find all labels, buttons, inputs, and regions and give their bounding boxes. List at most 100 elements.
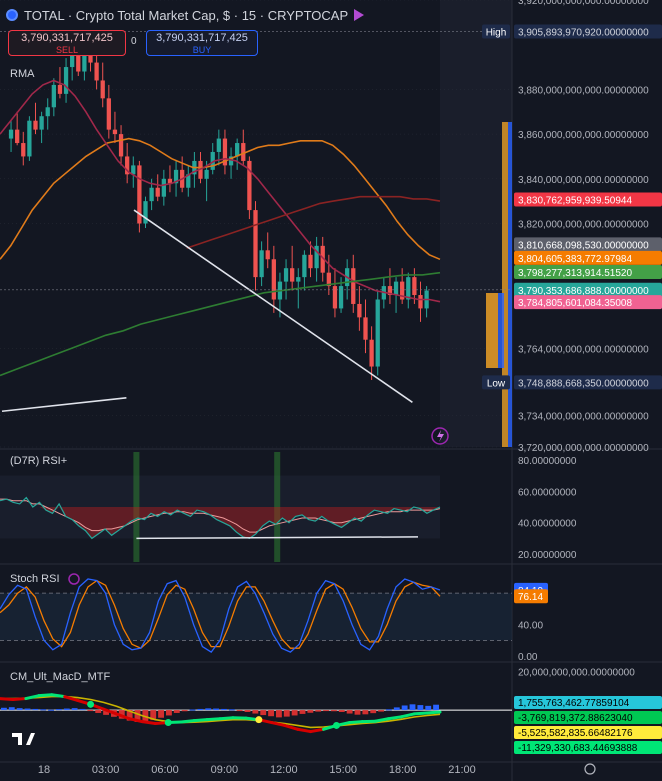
price-tag — [514, 375, 662, 390]
sell-button[interactable]: 3,790,331,717,425 SELL — [8, 30, 126, 56]
macd-line-segment — [283, 723, 300, 731]
price-tag — [514, 295, 662, 310]
candle-body — [308, 254, 313, 269]
price-tag — [514, 237, 662, 252]
rsi-tick-label: 20.00000000 — [518, 550, 577, 561]
macd-histogram-bar — [205, 708, 212, 711]
macd-indicator-label[interactable]: CM_Ult_MacD_MTF — [10, 671, 111, 683]
price-tick-label: 3,880,000,000,000.00000000 — [518, 85, 649, 96]
candle-body — [400, 281, 405, 300]
macd-histogram-bar — [331, 710, 337, 712]
price-tick-label: 3,920,000,000,000.00000000 — [518, 0, 649, 7]
macd-line-segment — [37, 693, 54, 698]
macd-line-segment — [218, 716, 235, 721]
macd-histogram-bar — [276, 710, 282, 718]
candle-body — [296, 277, 301, 282]
candle-body — [290, 268, 295, 282]
macd-line-segment — [50, 693, 67, 699]
price-tick-label: 3,820,000,000,000.00000000 — [518, 220, 649, 231]
candle-body — [82, 49, 87, 72]
time-axis-label: 03:00 — [92, 764, 120, 776]
stoch-settings-icon — [68, 573, 80, 585]
candle-body — [106, 98, 111, 130]
rma-indicator-label[interactable]: RMA — [10, 68, 35, 80]
macd-cross-dot — [332, 721, 340, 729]
macd-histogram-bar — [40, 709, 47, 711]
macd-histogram-bar — [323, 710, 329, 712]
macd-histogram-bar — [236, 710, 243, 712]
candle-body — [216, 138, 221, 152]
time-axis-label: 12:00 — [270, 764, 298, 776]
candle-body — [45, 107, 50, 117]
candle-body — [393, 281, 399, 296]
macd-histogram-bar — [252, 710, 259, 714]
candle-body — [112, 129, 118, 135]
macd-value-label: -11,329,330,683.44693888 — [518, 743, 638, 754]
macd-histogram-bar — [8, 707, 15, 711]
candle-body — [155, 187, 160, 197]
macd-line-segment — [386, 715, 403, 721]
macd-histogram-bar — [1, 707, 7, 711]
buy-button[interactable]: 3,790,331,717,425 BUY — [146, 30, 258, 56]
price-tag-value: 3,784,805,601,084.35008 — [518, 298, 632, 309]
price-tick-label: 3,764,000,000,000.00000000 — [518, 345, 649, 356]
candle-body — [235, 143, 240, 157]
tradingview-logo-icon — [12, 733, 35, 745]
stoch-indicator-label[interactable]: Stoch RSI — [10, 573, 60, 585]
sell-label: SELL — [55, 45, 79, 55]
macd-histogram-bar — [87, 710, 94, 712]
price-tag-value: 3,748,888,668,350.00000000 — [518, 378, 649, 389]
moving-average-line — [186, 195, 441, 249]
macd-histogram-bar — [338, 710, 345, 712]
moving-average-line — [0, 137, 441, 261]
candle-body — [39, 116, 44, 130]
price-tick-label: 3,860,000,000,000.00000000 — [518, 130, 649, 141]
stoch-band — [0, 593, 512, 641]
macd-cross-dot — [255, 716, 263, 724]
stoch-value-label: 76.14 — [518, 592, 543, 603]
macd-histogram-bar — [401, 705, 408, 711]
price-tag — [514, 250, 662, 265]
macd-histogram-bar — [173, 710, 180, 713]
macd-histogram-bar — [95, 710, 102, 713]
rsi-indicator-label[interactable]: (D7R) RSI+ — [10, 455, 68, 467]
lightning-glyph-icon — [437, 430, 444, 442]
candle-body — [161, 178, 166, 197]
trend-line — [1, 397, 127, 413]
macd-histogram-bar — [48, 709, 54, 711]
macd-line-segment — [179, 719, 196, 724]
macd-value-label: -5,525,582,835.66482176 — [518, 728, 633, 739]
macd-line-segment — [11, 697, 28, 702]
time-axis-label: 18:00 — [389, 764, 417, 776]
macd-histogram-bar — [126, 710, 133, 721]
flag-icon[interactable] — [354, 9, 365, 21]
candle-body — [76, 55, 81, 72]
moving-average-line — [0, 271, 441, 377]
candle-body — [375, 299, 380, 367]
macd-histogram-bar — [425, 705, 432, 711]
macd-histogram-bar — [299, 710, 306, 714]
price-tick-label: 3,840,000,000,000.00000000 — [518, 175, 649, 186]
macd-line-segment — [0, 697, 15, 702]
macd-value-tag — [514, 726, 662, 739]
macd-histogram-bar — [189, 709, 196, 711]
macd-line-segment — [24, 694, 41, 701]
candle-body — [33, 120, 38, 130]
macd-value-tag — [514, 696, 662, 709]
candle-body — [369, 339, 374, 367]
symbol-title[interactable]: TOTAL · Crypto Total Market Cap, $ · 15 … — [24, 7, 349, 23]
candle-body — [118, 134, 124, 157]
candle-body — [351, 268, 356, 304]
price-tag — [514, 265, 662, 280]
candle-body — [125, 156, 130, 175]
buy-label: BUY — [192, 45, 212, 55]
macd-histogram-bar — [291, 710, 298, 716]
candle-body — [173, 169, 179, 184]
buy-price: 3,790,331,717,425 — [156, 32, 248, 44]
macd-line-segment — [373, 717, 390, 723]
macd-value-tag — [514, 711, 662, 724]
candle-body — [326, 272, 331, 287]
candle-body — [332, 286, 338, 309]
price-tag-value: 3,905,893,970,920.00000000 — [518, 28, 649, 39]
